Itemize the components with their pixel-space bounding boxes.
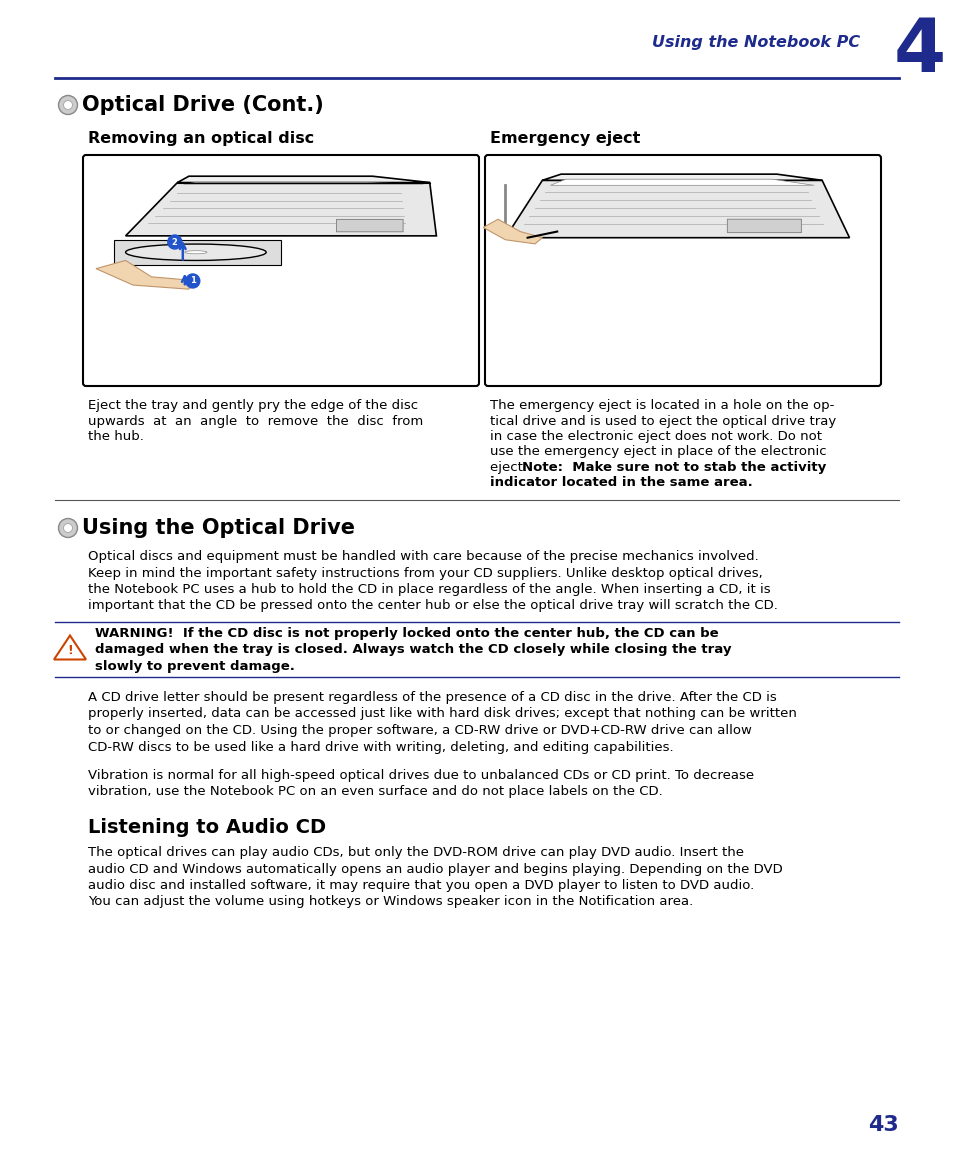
Ellipse shape (126, 244, 266, 261)
Text: the Notebook PC uses a hub to hold the CD in place regardless of the angle. When: the Notebook PC uses a hub to hold the C… (88, 583, 770, 596)
Text: audio CD and Windows automatically opens an audio player and begins playing. Dep: audio CD and Windows automatically opens… (88, 863, 781, 875)
Text: Optical discs and equipment must be handled with care because of the precise mec: Optical discs and equipment must be hand… (88, 550, 758, 562)
Circle shape (58, 96, 77, 114)
Text: Note:  Make sure not to stab the activity: Note: Make sure not to stab the activity (521, 461, 825, 474)
Text: Emergency eject: Emergency eject (490, 131, 639, 146)
Text: use the emergency eject in place of the electronic: use the emergency eject in place of the … (490, 446, 825, 459)
Polygon shape (542, 174, 821, 180)
Polygon shape (184, 182, 423, 184)
Circle shape (58, 519, 77, 537)
Text: The optical drives can play audio CDs, but only the DVD-ROM drive can play DVD a: The optical drives can play audio CDs, b… (88, 845, 743, 859)
FancyBboxPatch shape (83, 155, 478, 386)
Text: !: ! (67, 644, 72, 657)
Text: Using the Notebook PC: Using the Notebook PC (651, 35, 859, 50)
Text: indicator located in the same area.: indicator located in the same area. (490, 477, 752, 490)
Text: CD-RW discs to be used like a hard drive with writing, deleting, and editing cap: CD-RW discs to be used like a hard drive… (88, 740, 673, 753)
Text: properly inserted, data can be accessed just like with hard disk drives; except : properly inserted, data can be accessed … (88, 708, 796, 721)
Text: Eject the tray and gently pry the edge of the disc: Eject the tray and gently pry the edge o… (88, 398, 417, 412)
Text: tical drive and is used to eject the optical drive tray: tical drive and is used to eject the opt… (490, 415, 836, 427)
FancyBboxPatch shape (484, 155, 880, 386)
FancyBboxPatch shape (726, 219, 801, 232)
Text: damaged when the tray is closed. Always watch the CD closely while closing the t: damaged when the tray is closed. Always … (95, 643, 731, 656)
Circle shape (64, 100, 72, 110)
FancyBboxPatch shape (114, 240, 281, 264)
Text: Listening to Audio CD: Listening to Audio CD (88, 818, 326, 837)
Text: You can adjust the volume using hotkeys or Windows speaker icon in the Notificat: You can adjust the volume using hotkeys … (88, 895, 693, 909)
Text: The emergency eject is located in a hole on the op-: The emergency eject is located in a hole… (490, 398, 834, 412)
Text: to or changed on the CD. Using the proper software, a CD-RW drive or DVD+CD-RW d: to or changed on the CD. Using the prope… (88, 724, 751, 737)
Polygon shape (96, 261, 199, 289)
Text: vibration, use the Notebook PC on an even surface and do not place labels on the: vibration, use the Notebook PC on an eve… (88, 785, 662, 798)
Text: 43: 43 (867, 1115, 898, 1135)
Text: audio disc and installed software, it may require that you open a DVD player to : audio disc and installed software, it ma… (88, 879, 754, 892)
Text: the hub.: the hub. (88, 430, 144, 444)
Text: Removing an optical disc: Removing an optical disc (88, 131, 314, 146)
Text: upwards  at  an  angle  to  remove  the  disc  from: upwards at an angle to remove the disc f… (88, 415, 423, 427)
Text: A CD drive letter should be present regardless of the presence of a CD disc in t: A CD drive letter should be present rega… (88, 691, 776, 705)
FancyBboxPatch shape (336, 219, 403, 232)
Polygon shape (126, 182, 436, 236)
Text: _: _ (69, 654, 71, 660)
Text: Keep in mind the important safety instructions from your CD suppliers. Unlike de: Keep in mind the important safety instru… (88, 566, 762, 580)
Text: 1: 1 (190, 276, 195, 285)
Text: in case the electronic eject does not work. Do not: in case the electronic eject does not wo… (490, 430, 821, 444)
Circle shape (64, 523, 72, 532)
Polygon shape (505, 180, 848, 238)
Text: important that the CD be pressed onto the center hub or else the optical drive t: important that the CD be pressed onto th… (88, 599, 777, 612)
Ellipse shape (185, 251, 207, 254)
Text: Optical Drive (Cont.): Optical Drive (Cont.) (82, 95, 323, 116)
Text: eject.: eject. (490, 461, 531, 474)
Polygon shape (482, 219, 542, 244)
Text: slowly to prevent damage.: slowly to prevent damage. (95, 660, 294, 673)
Polygon shape (54, 635, 86, 660)
Text: Using the Optical Drive: Using the Optical Drive (82, 517, 355, 538)
Text: WARNING!  If the CD disc is not properly locked onto the center hub, the CD can : WARNING! If the CD disc is not properly … (95, 627, 718, 640)
Polygon shape (550, 179, 813, 185)
Circle shape (168, 234, 182, 249)
Polygon shape (177, 177, 429, 182)
Text: 4: 4 (893, 15, 945, 89)
Circle shape (186, 274, 199, 288)
Text: 2: 2 (172, 238, 177, 246)
Text: Vibration is normal for all high-speed optical drives due to unbalanced CDs or C: Vibration is normal for all high-speed o… (88, 769, 753, 782)
